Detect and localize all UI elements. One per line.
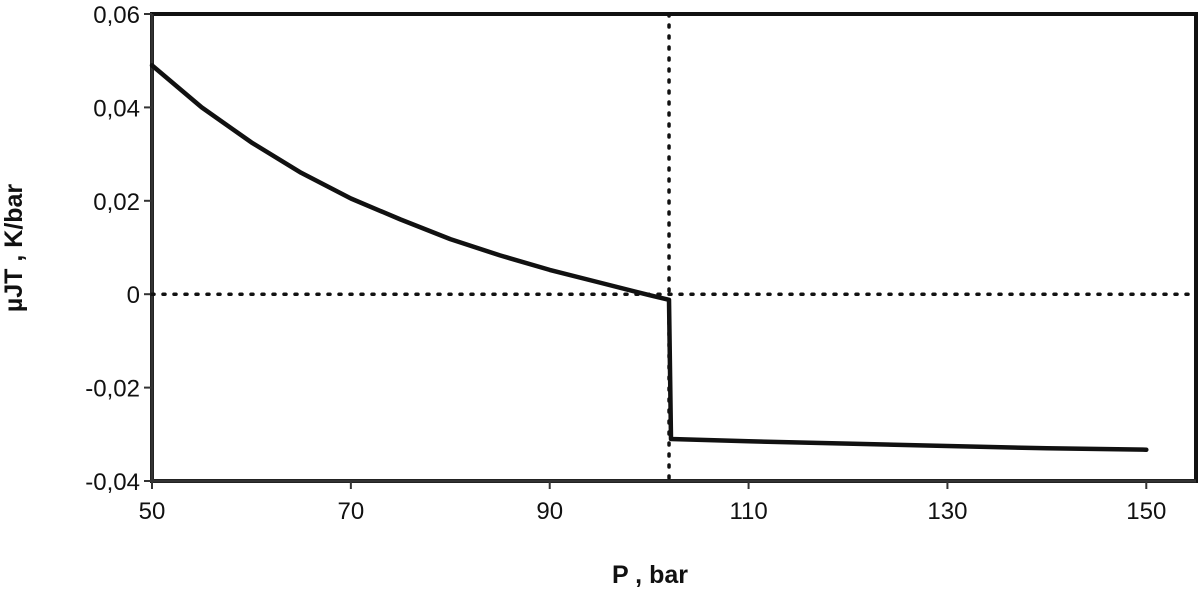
y-axis-label: µJT , K/bar	[0, 184, 28, 313]
y-tick-label: 0,02	[93, 189, 140, 216]
y-tick-label: -0,02	[85, 376, 140, 403]
reference-lines	[150, 12, 1198, 483]
series-layer	[149, 63, 1149, 452]
x-tick-label: 130	[927, 498, 967, 525]
x-tick-label: 70	[338, 498, 365, 525]
series-line	[149, 63, 1149, 452]
x-tick-label: 110	[729, 498, 767, 525]
plot-frame	[150, 12, 1198, 483]
x-tick-label: 90	[536, 498, 563, 525]
y-tick-label: 0	[127, 282, 140, 309]
x-tick-label: 150	[1126, 498, 1166, 525]
x-tick-label: 50	[139, 498, 166, 525]
y-tick-label: 0,06	[93, 2, 140, 29]
y-tick-label: -0,04	[85, 469, 140, 496]
tick-labels: -0,04 -0,02 0 0,02 0,04 0,06 50 70 90 110 130 150	[85, 2, 1166, 525]
x-axis-label: P , bar	[612, 561, 688, 589]
y-tick-label: 0,04	[93, 95, 140, 122]
axes	[144, 12, 1198, 489]
